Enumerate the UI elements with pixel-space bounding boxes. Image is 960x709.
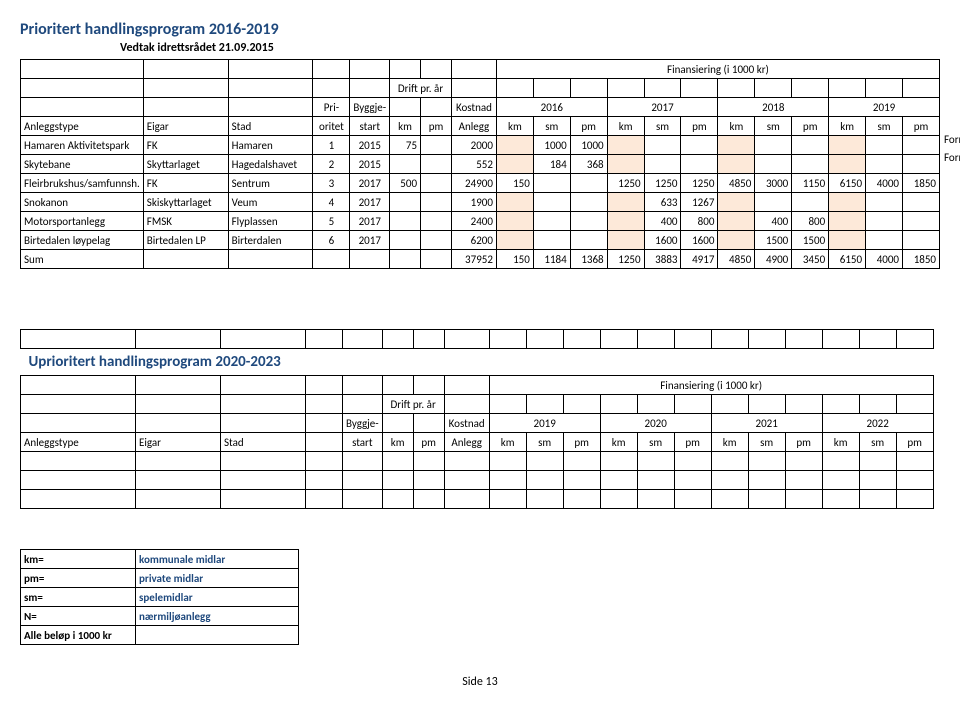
- legend-key: sm=: [21, 588, 136, 607]
- legend-row: km=kommunale midlar: [21, 550, 299, 569]
- legend-row: Alle beløp i 1000 kr: [21, 626, 299, 645]
- table-row: MotorsportanleggFMSKFlyplassen5201724004…: [21, 212, 940, 231]
- table-row: SnokanonSkiskyttarlagetVeum4201719006331…: [21, 193, 940, 212]
- table-row: [21, 490, 934, 509]
- page-title: Prioritert handlingsprogram 2016-2019: [20, 20, 940, 39]
- legend-key: km=: [21, 550, 136, 569]
- page-footer: Side 13: [20, 675, 940, 689]
- legend-key: Alle beløp i 1000 kr: [21, 626, 136, 645]
- legend-value: spelemidlar: [136, 588, 299, 607]
- legend-table: km=kommunale midlarpm=private midlarsm=s…: [20, 549, 299, 645]
- table-row: SkytebaneSkyttarlagetHagedalshavet220155…: [21, 155, 940, 174]
- main-table-container: Finansiering (i 1000 kr)Drift pr. årPri-…: [20, 59, 940, 269]
- row-note: Fornyast: [944, 133, 960, 146]
- legend-value: kommunale midlar: [136, 550, 299, 569]
- legend-key: pm=: [21, 569, 136, 588]
- legend-value: nærmiljøanlegg: [136, 607, 299, 626]
- legend-row: N=nærmiljøanlegg: [21, 607, 299, 626]
- legend-row: sm=spelemidlar: [21, 588, 299, 607]
- table-row: Fleirbrukshus/samfunnsh.FKSentrum3201750…: [21, 174, 940, 193]
- table-row: Birtedalen løypelagBirtedalen LPBirterda…: [21, 231, 940, 250]
- section-title: Uprioritert handlingsprogram 2020-2023: [21, 349, 934, 376]
- legend-key: N=: [21, 607, 136, 626]
- legend-container: km=kommunale midlarpm=private midlarsm=s…: [20, 549, 940, 645]
- legend-value: private midlar: [136, 569, 299, 588]
- legend-value: [136, 626, 299, 645]
- legend-row: pm=private midlar: [21, 569, 299, 588]
- main-table: Finansiering (i 1000 kr)Drift pr. årPri-…: [20, 59, 940, 269]
- table-row: [21, 471, 934, 490]
- secondary-table-container: Uprioritert handlingsprogram 2020-2023Fi…: [20, 329, 940, 509]
- table-row: [21, 452, 934, 471]
- table-row: Hamaren AktivitetsparkFKHamaren120157520…: [21, 136, 940, 155]
- row-note: Fornyast: [944, 151, 960, 164]
- secondary-table: Uprioritert handlingsprogram 2020-2023Fi…: [20, 329, 934, 509]
- subtitle: Vedtak idrettsrådet 21.09.2015: [120, 41, 940, 55]
- sum-row: Sum3795215011841368125038834917485049003…: [21, 250, 940, 269]
